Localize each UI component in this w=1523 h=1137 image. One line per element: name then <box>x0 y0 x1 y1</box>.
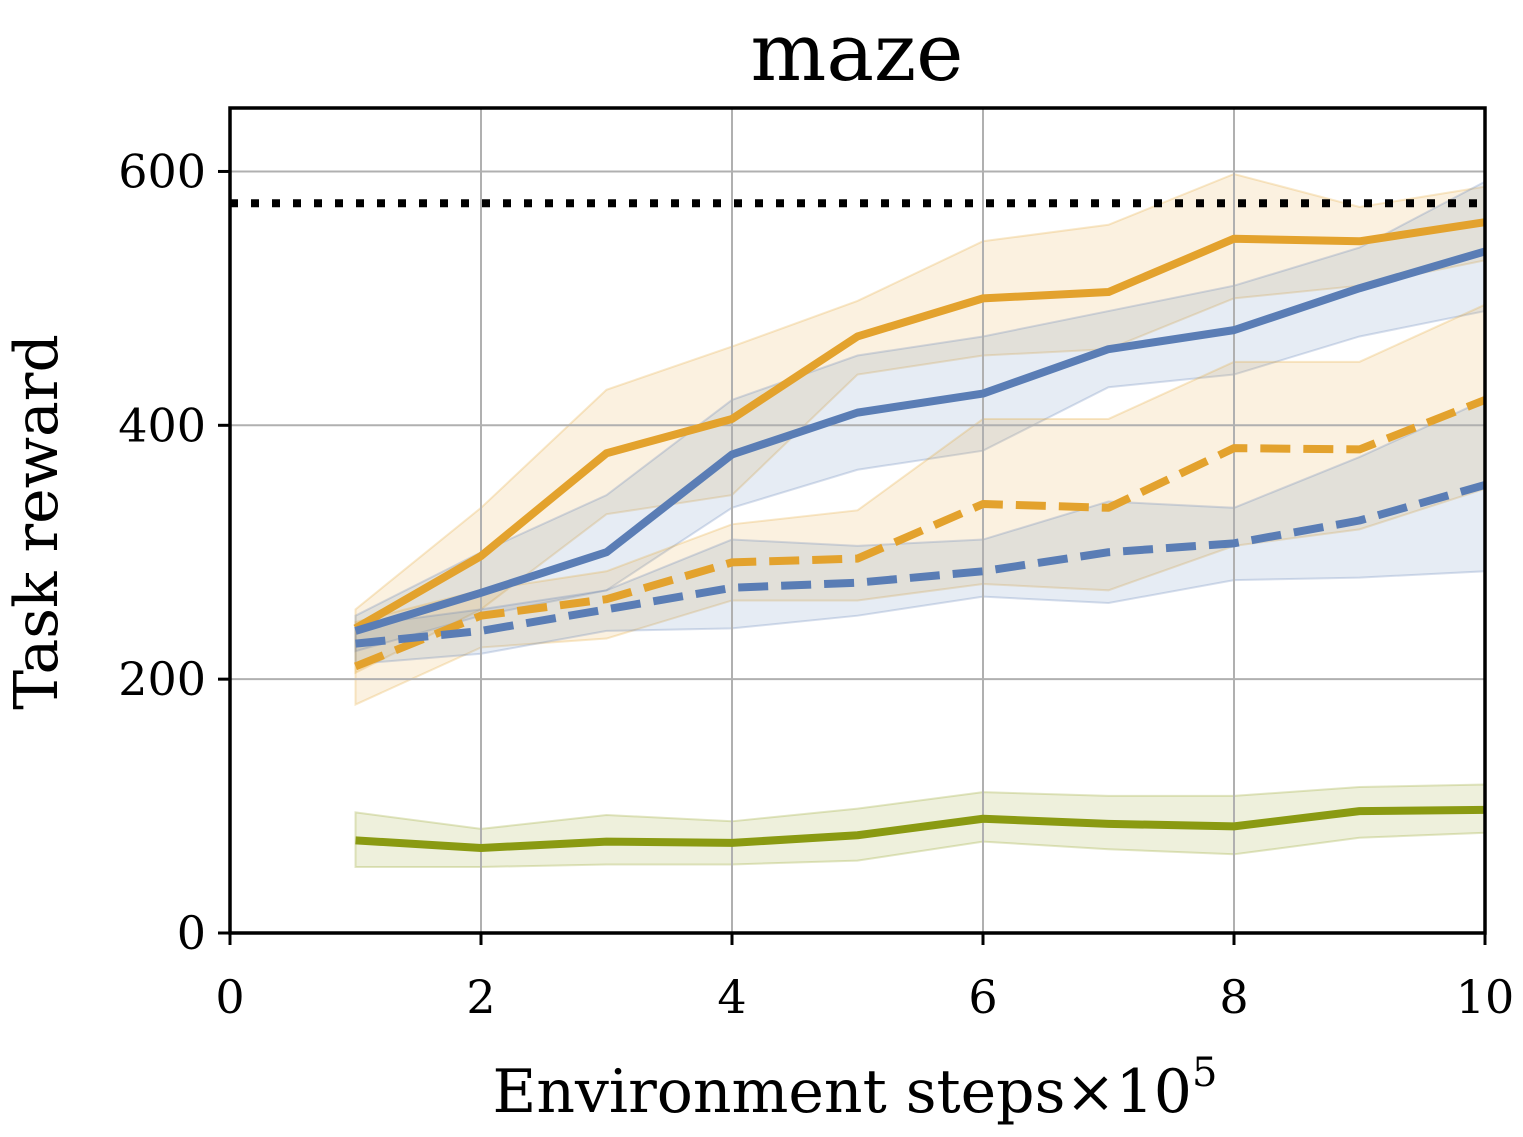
x-axis-label: Environment steps×105 <box>493 1050 1218 1127</box>
x-tick-label-8: 8 <box>1219 970 1248 1024</box>
series-lines <box>353 218 1487 852</box>
orange-dashed-line <box>353 396 1487 671</box>
orange-solid-line <box>353 218 1486 632</box>
x-tick-label-4: 4 <box>717 970 746 1024</box>
y-axis-ticks: 0 200 400 600 <box>118 144 230 960</box>
x-axis-ticks: 0 2 4 6 8 10 <box>215 933 1514 1024</box>
chart-title: maze <box>750 6 963 99</box>
x-tick-label-2: 2 <box>466 970 495 1024</box>
y-tick-label-400: 400 <box>118 398 206 452</box>
y-tick-label-0: 0 <box>177 906 206 960</box>
x-tick-label-0: 0 <box>215 970 244 1024</box>
x-tick-label-10: 10 <box>1456 970 1515 1024</box>
grid-lines <box>230 108 1485 933</box>
blue-solid-line <box>354 247 1487 635</box>
y-tick-label-600: 600 <box>118 144 206 198</box>
x-tick-label-6: 6 <box>968 970 997 1024</box>
y-axis-label: Task reward <box>2 334 72 710</box>
y-tick-label-200: 200 <box>118 652 206 706</box>
plot-frame <box>228 106 1487 935</box>
green-solid-line <box>355 805 1486 852</box>
blue-dashed-line <box>355 481 1487 648</box>
